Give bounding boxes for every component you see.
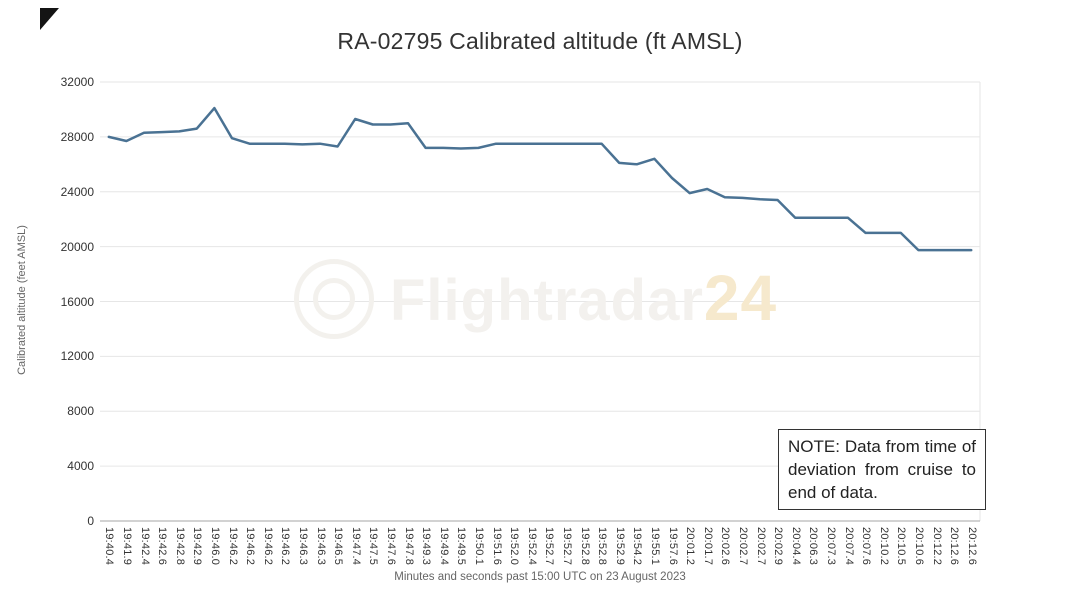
x-tick-label: 20:10.6 bbox=[912, 527, 925, 566]
x-tick-label: 19:49.3 bbox=[420, 527, 433, 566]
y-tick-label: 24000 bbox=[60, 184, 94, 199]
note-box: NOTE: Data from time of deviation from c… bbox=[778, 429, 986, 510]
x-axis-title: Minutes and seconds past 15:00 UTC on 23… bbox=[394, 571, 686, 583]
x-tick-label: 19:52.7 bbox=[543, 527, 556, 566]
x-tick-label: 19:46.2 bbox=[279, 527, 292, 566]
x-tick-label: 19:46.2 bbox=[226, 527, 239, 566]
x-tick-label: 20:12.2 bbox=[930, 527, 943, 566]
x-tick-label: 19:46.5 bbox=[332, 527, 345, 566]
x-tick-label: 20:12.6 bbox=[948, 527, 961, 566]
x-tick-label: 20:01.7 bbox=[701, 527, 714, 566]
y-tick-label: 0 bbox=[87, 514, 94, 528]
x-tick-label: 20:07.3 bbox=[824, 527, 837, 566]
x-tick-label: 19:52.7 bbox=[560, 527, 573, 566]
x-tick-label: 19:46.3 bbox=[296, 527, 309, 566]
x-tick-label: 20:06.3 bbox=[807, 527, 820, 566]
x-tick-label: 20:10.5 bbox=[895, 527, 908, 566]
x-tick-label: 19:52.4 bbox=[525, 527, 538, 566]
y-tick-label: 32000 bbox=[60, 75, 94, 89]
x-tick-label: 19:42.4 bbox=[138, 527, 151, 566]
x-tick-label: 19:47.6 bbox=[384, 527, 397, 566]
y-tick-label: 8000 bbox=[67, 404, 94, 419]
x-tick-label: 20:02.7 bbox=[736, 527, 749, 566]
x-tick-label: 19:52.8 bbox=[596, 527, 609, 566]
x-tick-label: 19:49.4 bbox=[437, 527, 450, 566]
x-tick-label: 19:46.2 bbox=[261, 527, 274, 566]
y-tick-label: 12000 bbox=[60, 349, 94, 364]
x-tick-label: 19:47.8 bbox=[402, 527, 415, 566]
chart-title: RA-02795 Calibrated altitude (ft AMSL) bbox=[337, 28, 743, 54]
x-tick-label: 19:42.9 bbox=[191, 527, 204, 566]
x-tick-label: 19:47.5 bbox=[367, 527, 380, 566]
x-tick-label: 20:10.2 bbox=[877, 527, 890, 566]
x-tick-label: 20:02.7 bbox=[754, 527, 767, 566]
y-tick-label: 4000 bbox=[67, 459, 94, 474]
x-tick-label: 19:40.4 bbox=[103, 527, 116, 566]
x-tick-label: 19:52.0 bbox=[508, 527, 521, 566]
x-tick-label: 20:04.4 bbox=[789, 527, 802, 566]
x-tick-label: 20:02.9 bbox=[772, 527, 785, 566]
x-tick-label: 20:07.6 bbox=[860, 527, 873, 566]
x-tick-label: 20:12.6 bbox=[965, 527, 978, 566]
y-tick-label: 28000 bbox=[60, 129, 94, 144]
x-tick-label: 19:52.8 bbox=[578, 527, 591, 566]
x-tick-label: 19:49.5 bbox=[455, 527, 468, 566]
x-tick-label: 19:52.9 bbox=[613, 527, 626, 566]
x-tick-label: 19:41.9 bbox=[120, 527, 133, 566]
x-tick-label: 19:51.6 bbox=[490, 527, 503, 566]
x-tick-label: 19:54.2 bbox=[631, 527, 644, 566]
x-tick-label: 19:47.4 bbox=[349, 527, 362, 566]
y-tick-label: 16000 bbox=[60, 294, 94, 309]
x-tick-label: 19:42.6 bbox=[156, 527, 169, 566]
x-tick-label: 20:07.4 bbox=[842, 527, 855, 566]
x-tick-label: 19:46.2 bbox=[244, 527, 257, 566]
x-tick-label: 19:50.1 bbox=[472, 527, 485, 566]
x-tick-label: 20:02.6 bbox=[719, 527, 732, 566]
y-tick-label: 20000 bbox=[60, 239, 94, 254]
x-tick-label: 20:01.2 bbox=[684, 527, 697, 566]
x-tick-label: 19:55.1 bbox=[648, 527, 661, 566]
x-tick-label: 19:57.6 bbox=[666, 527, 679, 566]
x-tick-label: 19:46.0 bbox=[208, 527, 221, 566]
y-axis-title: Calibrated altitude (feet AMSL) bbox=[16, 225, 28, 375]
altitude-series-line[interactable] bbox=[107, 106, 973, 252]
x-tick-label: 19:46.3 bbox=[314, 527, 327, 566]
x-tick-label: 19:42.8 bbox=[173, 527, 186, 566]
